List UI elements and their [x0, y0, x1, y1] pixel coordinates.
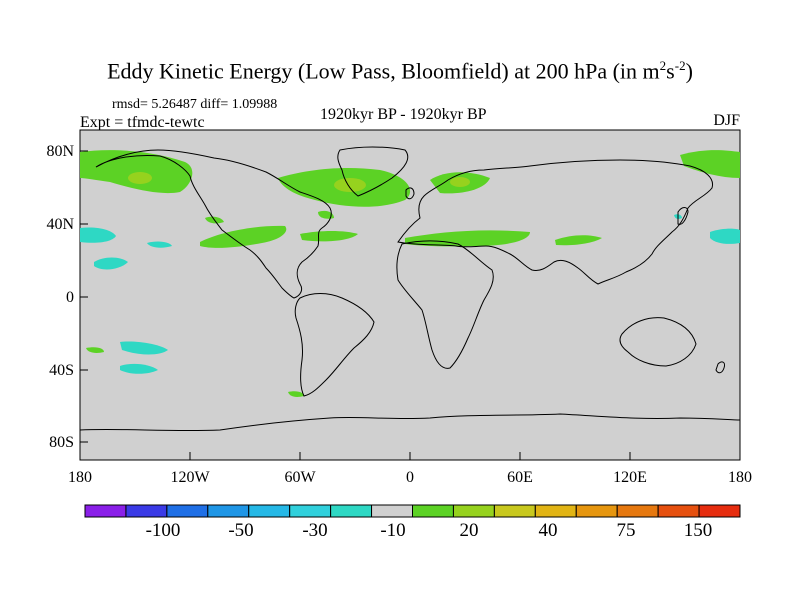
anomaly-patch — [200, 225, 287, 248]
anomaly-patch — [80, 227, 116, 243]
colorbar-swatch — [575, 504, 618, 518]
colorbar-label: 150 — [684, 520, 713, 541]
colorbar — [84, 504, 741, 518]
season-label: DJF — [713, 112, 740, 129]
map-background — [79, 129, 741, 461]
colorbar-swatch — [125, 504, 168, 518]
lat-label: 40S — [49, 362, 74, 379]
anomaly-patch — [288, 391, 304, 397]
colorbar-swatch — [534, 504, 577, 518]
negative-anomaly-patches — [80, 214, 740, 374]
colorbar-swatch — [657, 504, 700, 518]
lon-label: 0 — [406, 469, 414, 486]
experiment-label: Expt = tfmdc-tewtc — [80, 114, 205, 131]
uk-coastline — [405, 187, 415, 200]
colorbar-label: -10 — [380, 520, 405, 541]
north-america-coastline — [95, 149, 332, 299]
colorbar-swatch — [166, 504, 209, 518]
anomaly-patch — [318, 210, 334, 219]
anomaly-patch — [680, 150, 740, 178]
colorbar-swatch — [493, 504, 536, 518]
anomaly-patch — [555, 235, 602, 246]
lon-label: 60W — [284, 469, 316, 486]
australia-coastline — [619, 317, 697, 367]
colorbar-swatch — [330, 504, 373, 518]
anomaly-core — [334, 178, 366, 192]
rmsd-diff-label: rmsd= 5.26487 diff= 1.09988 — [112, 97, 278, 112]
plot-title: Eddy Kinetic Energy (Low Pass, Bloomfiel… — [107, 58, 693, 84]
lon-label: 120E — [613, 469, 647, 486]
colorbar-swatch — [452, 504, 495, 518]
colorbar-swatch — [412, 504, 454, 518]
anomaly-patch — [300, 231, 358, 242]
anomaly-patch — [405, 230, 530, 247]
anomaly-patch — [120, 341, 168, 355]
africa-coastline — [396, 240, 494, 369]
anomaly-patch — [710, 228, 740, 244]
eurasia-coastline — [397, 159, 714, 285]
colorbar-swatch — [248, 504, 291, 518]
anomaly-patch — [120, 363, 158, 374]
lat-label: 40N — [46, 216, 74, 233]
colorbar-swatch — [616, 504, 659, 518]
anomaly-patch — [147, 241, 172, 248]
coastlines — [79, 146, 741, 461]
colorbar-label: 75 — [617, 520, 636, 541]
japan-coastline — [677, 207, 689, 225]
lat-label: 80N — [46, 143, 74, 160]
lon-label: 180 — [728, 469, 752, 486]
colorbar-label: 40 — [539, 520, 558, 541]
colorbar-swatch — [207, 504, 250, 518]
colorbar-label: -50 — [228, 520, 253, 541]
greenland-coastline — [337, 146, 409, 197]
new-zealand-coastline — [715, 361, 725, 374]
longitude-labels: 180 120W 60W 0 60E 120E 180 — [68, 469, 752, 486]
colorbar-swatch — [371, 504, 413, 518]
anomaly-core — [128, 172, 152, 184]
latitude-labels: 80N 40N 0 40S 80S — [46, 143, 74, 451]
colorbar-label: 20 — [460, 520, 479, 541]
colorbar-label: -30 — [302, 520, 327, 541]
anomaly-patch — [86, 347, 104, 353]
axis-ticks — [79, 150, 741, 460]
colorbar-labels: -100 -50 -30 -10 20 40 75 150 — [146, 520, 713, 541]
antarctica-coastline — [79, 413, 741, 461]
lon-label: 120W — [170, 469, 210, 486]
colorbar-swatch — [289, 504, 332, 518]
south-america-coastline — [294, 293, 375, 397]
anomaly-patch — [94, 257, 128, 270]
lat-label: 0 — [66, 289, 74, 306]
colorbar-label: -100 — [146, 520, 181, 541]
lat-label: 80S — [49, 434, 74, 451]
positive-anomaly-patches — [80, 150, 740, 397]
lon-label: 60E — [507, 469, 533, 486]
lon-label: 180 — [68, 469, 92, 486]
period-label: 1920kyr BP - 1920kyr BP — [320, 106, 487, 123]
anomaly-core — [450, 177, 470, 187]
colorbar-swatch — [698, 504, 741, 518]
colorbar-swatch — [84, 504, 127, 518]
strong-positive-cores — [128, 172, 470, 192]
